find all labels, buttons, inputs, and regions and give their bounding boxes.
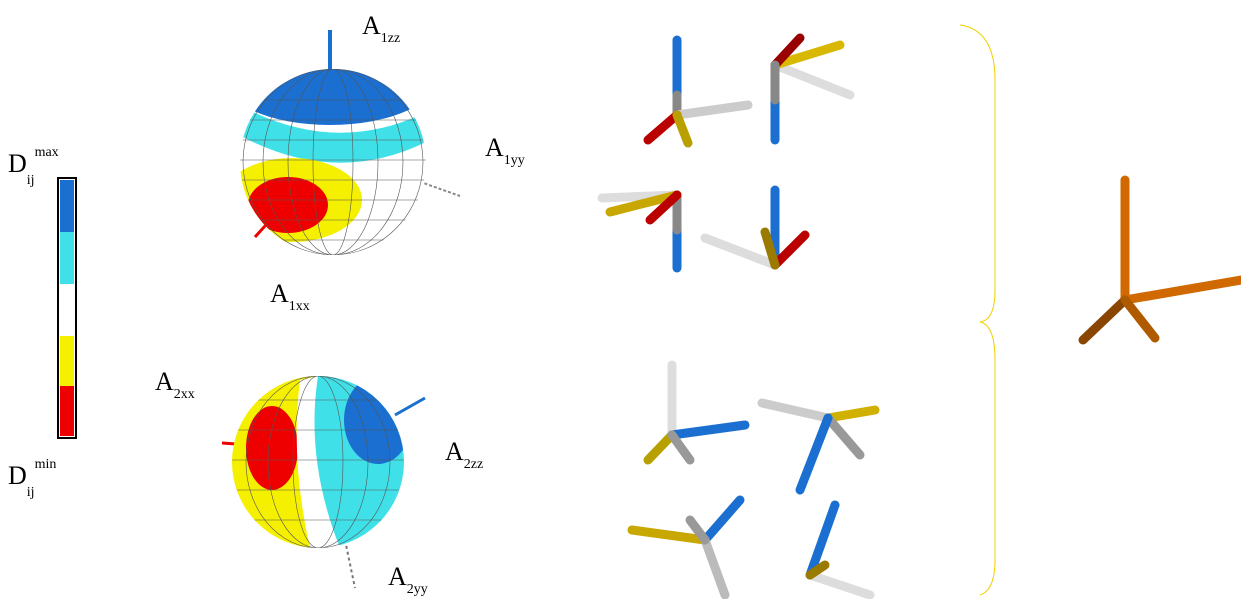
axis-label: A1yy <box>485 133 525 168</box>
axis-label: A1xx <box>270 279 310 314</box>
label-part: A <box>485 133 504 162</box>
label-part: A <box>155 367 174 396</box>
axis-label: A2xx <box>155 367 195 402</box>
brace <box>960 25 995 595</box>
label-part: 1yy <box>504 153 525 168</box>
label-part: ij <box>27 173 35 188</box>
figure: Dijmax Dijmin A1zz A1yy A1xx <box>0 0 1241 599</box>
label-part: 1xx <box>289 299 310 314</box>
label-part: 2xx <box>174 387 195 402</box>
label-part: A <box>362 11 381 40</box>
label-part: max <box>35 145 59 160</box>
label-part: 2yy <box>407 582 428 597</box>
sphere-2 <box>220 370 425 588</box>
axis-label: A2zz <box>445 437 483 472</box>
label-part: ij <box>27 485 35 500</box>
label-part: A <box>445 437 464 466</box>
axis-label: A1zz <box>362 11 400 46</box>
label-part: D <box>8 149 27 178</box>
label-part: min <box>35 457 57 472</box>
average-stick <box>1083 180 1241 340</box>
colorbar <box>58 178 76 438</box>
label-part: A <box>388 562 407 591</box>
axis-label: A2yy <box>388 562 428 597</box>
sphere-1 <box>220 25 460 255</box>
label-part: 1zz <box>381 31 400 46</box>
colorbar-max-label: Dijmax <box>8 145 59 188</box>
label-part: 2zz <box>464 457 483 472</box>
colorbar-min-label: Dijmin <box>8 457 56 500</box>
label-part: A <box>270 279 289 308</box>
molecule-sticks <box>602 38 875 595</box>
label-part: D <box>8 461 27 490</box>
